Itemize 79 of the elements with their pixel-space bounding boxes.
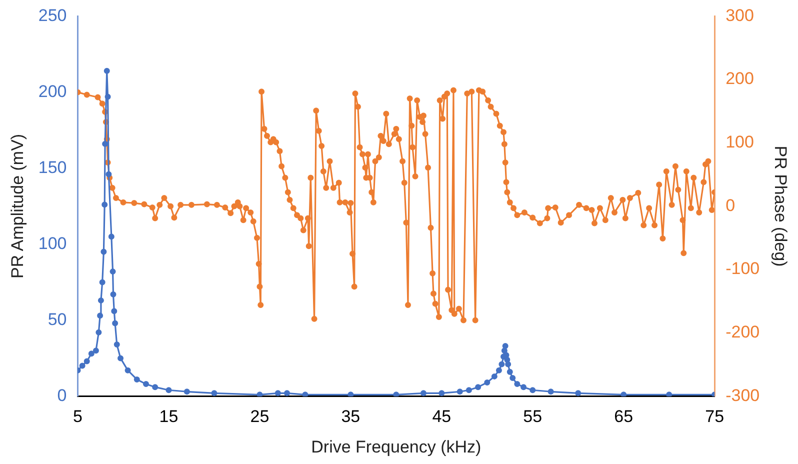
point [88, 350, 94, 357]
point [510, 374, 516, 381]
y-tick-label: 150 [38, 158, 67, 177]
point [274, 390, 281, 396]
point [505, 361, 512, 368]
point [114, 342, 120, 348]
x-tick-label: 75 [705, 407, 724, 426]
y-tick-label: 100 [38, 234, 67, 253]
point [393, 392, 400, 396]
y2-tick-label: 100 [726, 132, 754, 152]
point [110, 291, 116, 298]
point [111, 308, 118, 314]
point [491, 373, 498, 380]
point [211, 390, 218, 396]
point [284, 390, 290, 396]
point [256, 392, 263, 396]
point [530, 387, 536, 394]
point [506, 368, 513, 375]
point [348, 392, 354, 396]
x-tick-label: 65 [614, 407, 634, 426]
point [496, 367, 502, 374]
point [184, 388, 190, 395]
point [112, 320, 118, 326]
point [102, 202, 108, 208]
y-tick-label: 250 [38, 6, 67, 25]
x-tick-label: 15 [159, 407, 178, 426]
x-tick-label: 35 [341, 407, 360, 426]
point [166, 387, 172, 394]
x-tick-label: 45 [432, 407, 452, 426]
x-tick-label: 25 [250, 407, 270, 426]
point [514, 381, 520, 388]
point [466, 387, 472, 394]
point [79, 362, 86, 369]
y2-axis-title: PR Phase (deg) [771, 146, 790, 267]
y2-tick-label: 0 [726, 196, 736, 215]
point [438, 390, 445, 396]
point [666, 392, 672, 396]
point [504, 356, 510, 363]
point [84, 358, 90, 364]
point [502, 343, 508, 350]
point [92, 348, 99, 354]
point [110, 268, 116, 275]
point [456, 388, 463, 395]
point [134, 376, 140, 382]
point [104, 68, 110, 74]
point [484, 380, 490, 386]
y2-tick-label: -200 [726, 322, 760, 342]
y-axis-title: PR Amplitude (mV) [8, 134, 27, 278]
x-tick-label: 55 [523, 407, 542, 426]
point [118, 355, 124, 362]
point [99, 279, 106, 286]
point [104, 94, 111, 100]
y2-tick-label: -300 [726, 386, 760, 405]
x-tick-label: 5 [73, 407, 82, 426]
point [620, 392, 627, 396]
point [97, 312, 104, 319]
point [498, 361, 505, 368]
point [98, 297, 104, 304]
point [420, 390, 426, 396]
point [575, 390, 582, 396]
y-tick-label: 50 [48, 310, 67, 329]
y2-tick-label: 200 [726, 69, 754, 88]
y-tick-label: 200 [38, 82, 67, 101]
point [108, 234, 114, 240]
point [152, 384, 158, 390]
point [520, 384, 527, 390]
y2-tick-label: 300 [726, 6, 754, 25]
point [548, 388, 554, 395]
point [100, 248, 107, 255]
point [102, 140, 108, 147]
y-tick-label: 0 [57, 386, 67, 405]
point [142, 381, 149, 388]
y2-tick-label: -100 [726, 259, 760, 278]
point [96, 329, 102, 336]
point [106, 171, 112, 178]
point [302, 392, 308, 396]
x-axis-title: Drive Frequency (kHz) [311, 437, 482, 456]
point [124, 367, 131, 374]
point [475, 384, 482, 390]
